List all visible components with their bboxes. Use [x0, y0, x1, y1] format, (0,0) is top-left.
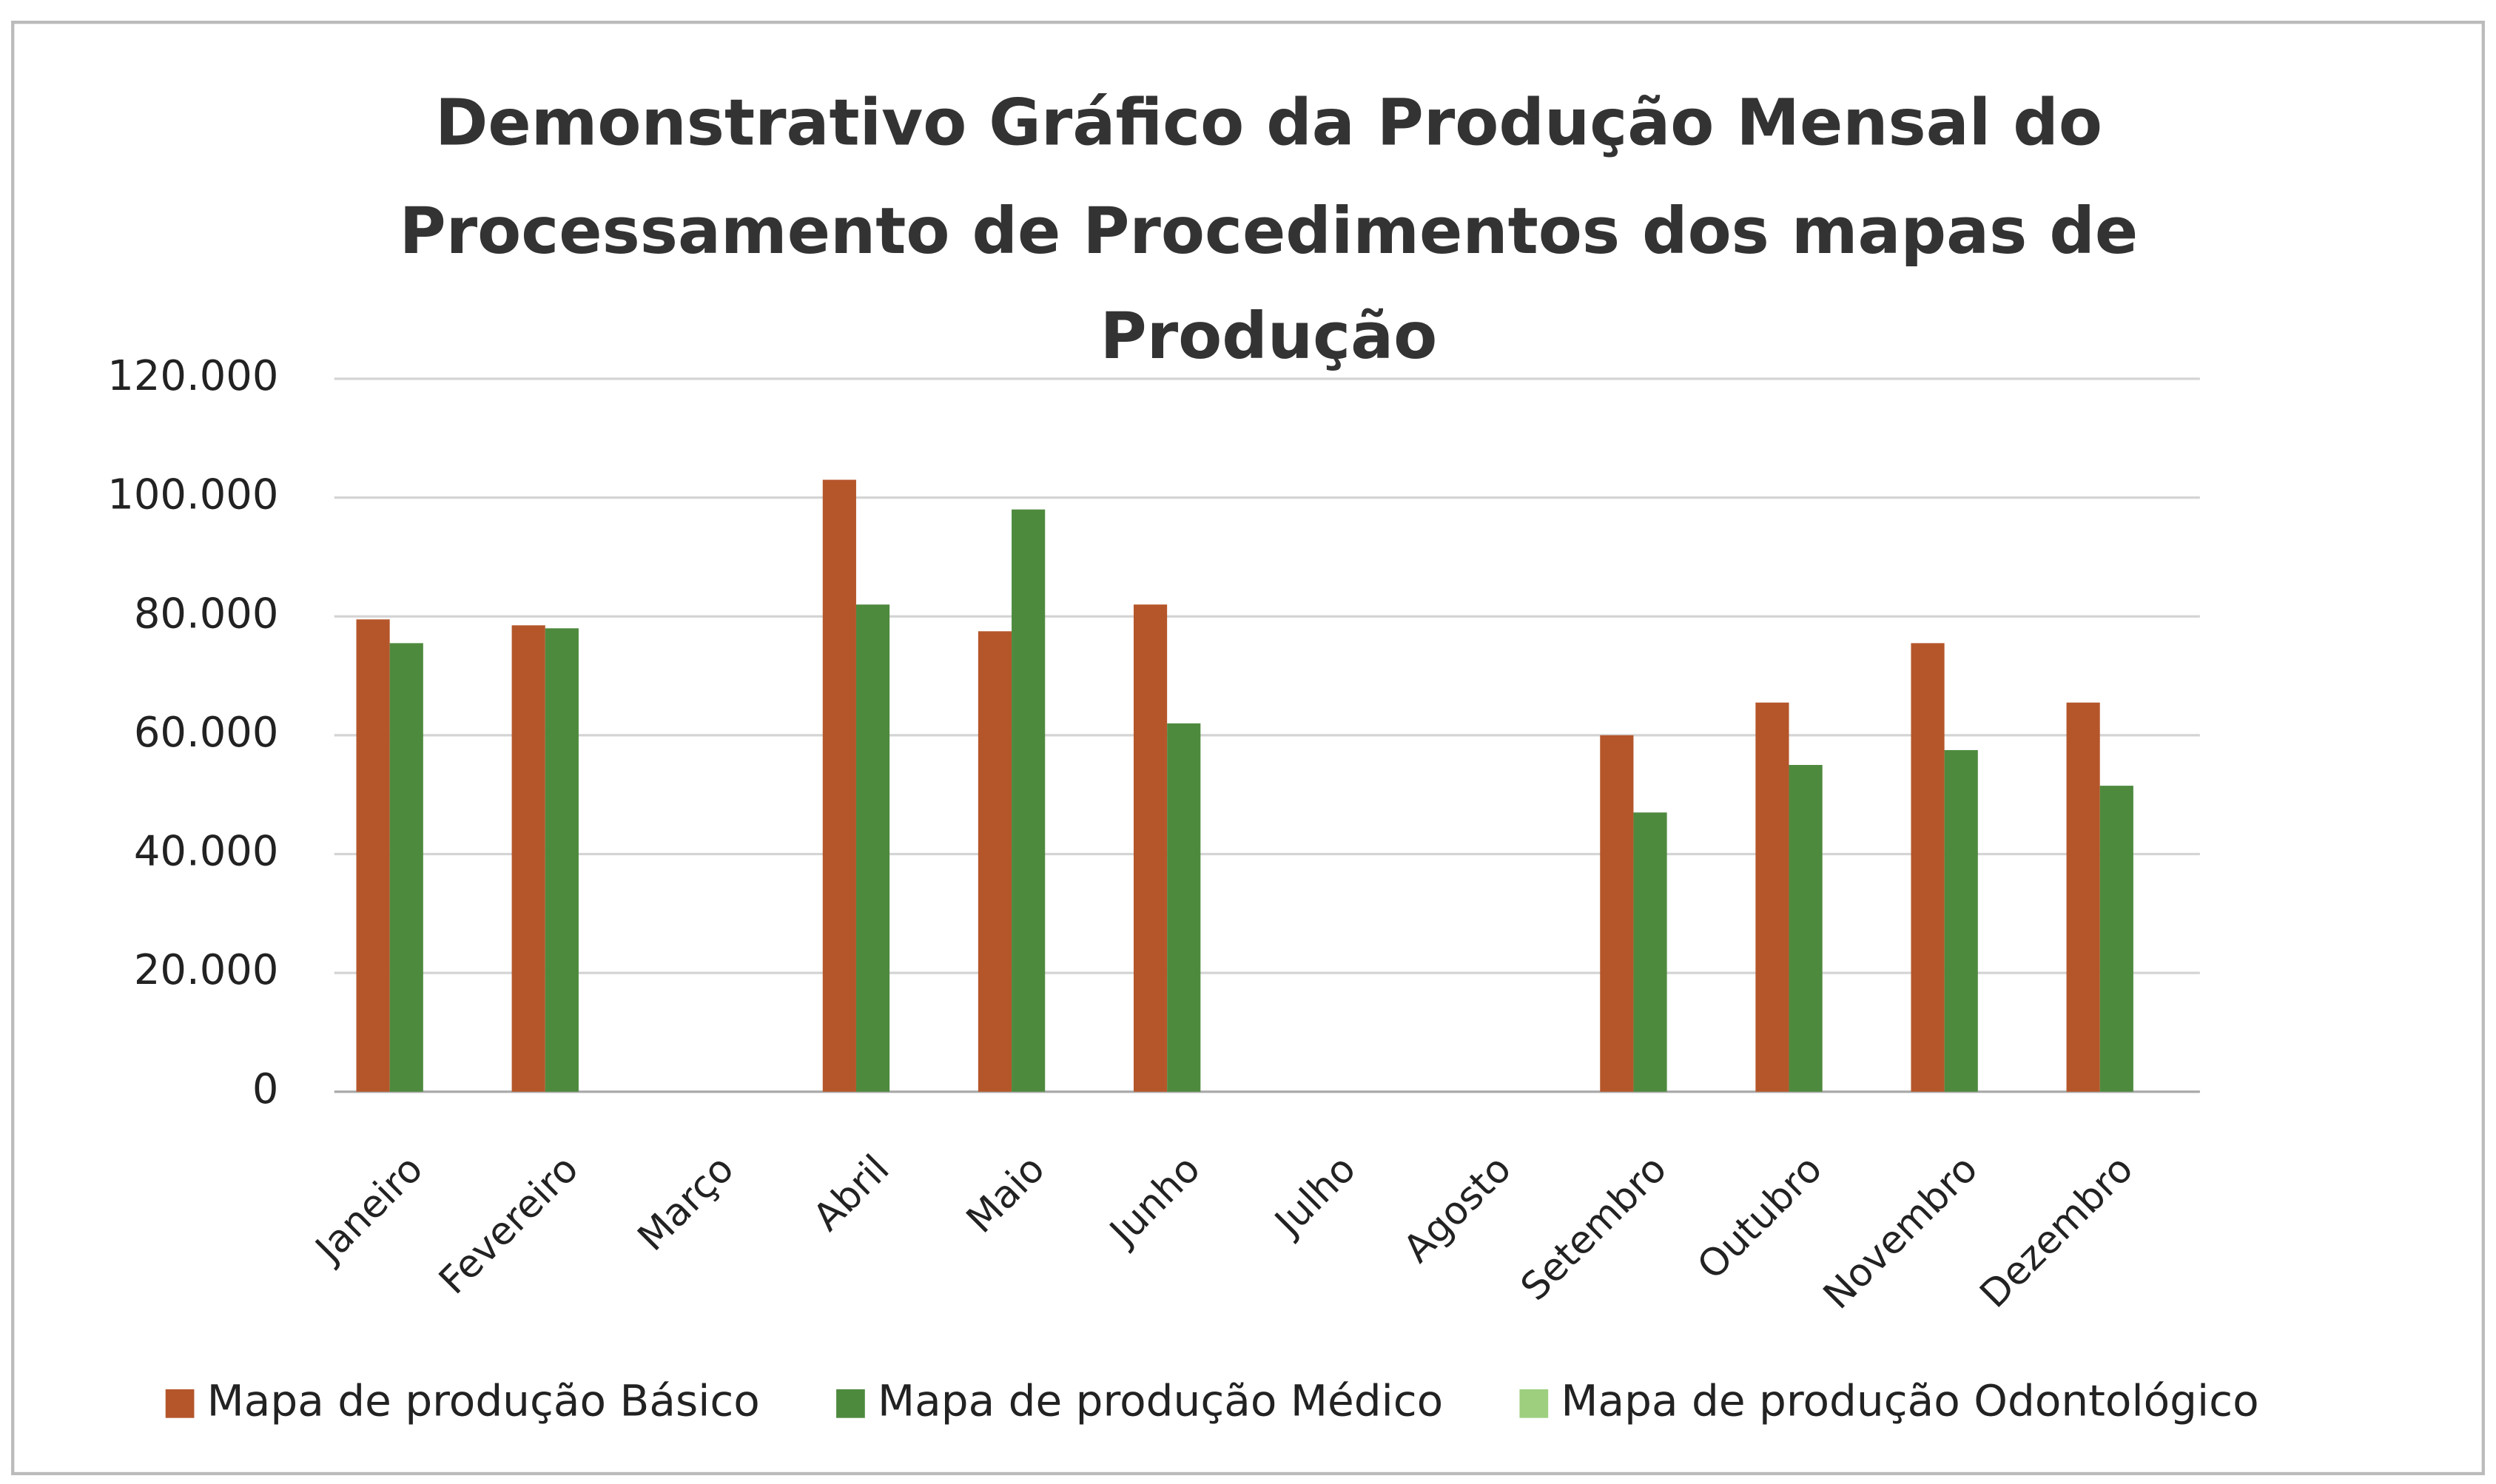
- legend-label: Mapa de produção Básico: [207, 1375, 760, 1426]
- legend-swatch: [836, 1389, 865, 1418]
- bar: [545, 628, 579, 1092]
- bar: [2099, 786, 2133, 1092]
- bar: [1755, 702, 1789, 1092]
- bar: [1944, 749, 1978, 1092]
- bar: [389, 643, 423, 1092]
- bar: [1789, 765, 1823, 1092]
- y-tick-label: 20.000: [134, 946, 279, 994]
- legend-label: Mapa de produção Odontológico: [1561, 1375, 2258, 1426]
- bar: [822, 479, 856, 1092]
- bar: [1167, 723, 1201, 1092]
- bar: [1911, 643, 1945, 1092]
- legend-swatch: [165, 1389, 195, 1418]
- bar: [855, 604, 890, 1092]
- y-tick-label: 0: [252, 1065, 279, 1113]
- y-tick-label: 120.000: [107, 352, 278, 400]
- bar: [356, 619, 390, 1092]
- y-tick-label: 60.000: [134, 709, 279, 757]
- y-tick-label: 40.000: [134, 828, 279, 876]
- bar: [1600, 735, 1634, 1092]
- bar: [1633, 812, 1667, 1092]
- legend-swatch: [1519, 1389, 1549, 1418]
- chart-title: Demonstrativo Gráfico da Produção Mensal…: [435, 87, 2102, 161]
- bar: [1012, 509, 1046, 1092]
- bar: [1133, 604, 1168, 1092]
- chart-title: Produção: [1100, 300, 1438, 374]
- bar: [511, 625, 545, 1092]
- y-tick-label: 80.000: [134, 590, 279, 638]
- y-tick-label: 100.000: [107, 471, 278, 519]
- legend-label: Mapa de produção Médico: [878, 1375, 1443, 1426]
- bar: [978, 631, 1012, 1092]
- chart-title: Processamento de Procedimentos dos mapas…: [400, 195, 2139, 269]
- bar: [2066, 702, 2100, 1092]
